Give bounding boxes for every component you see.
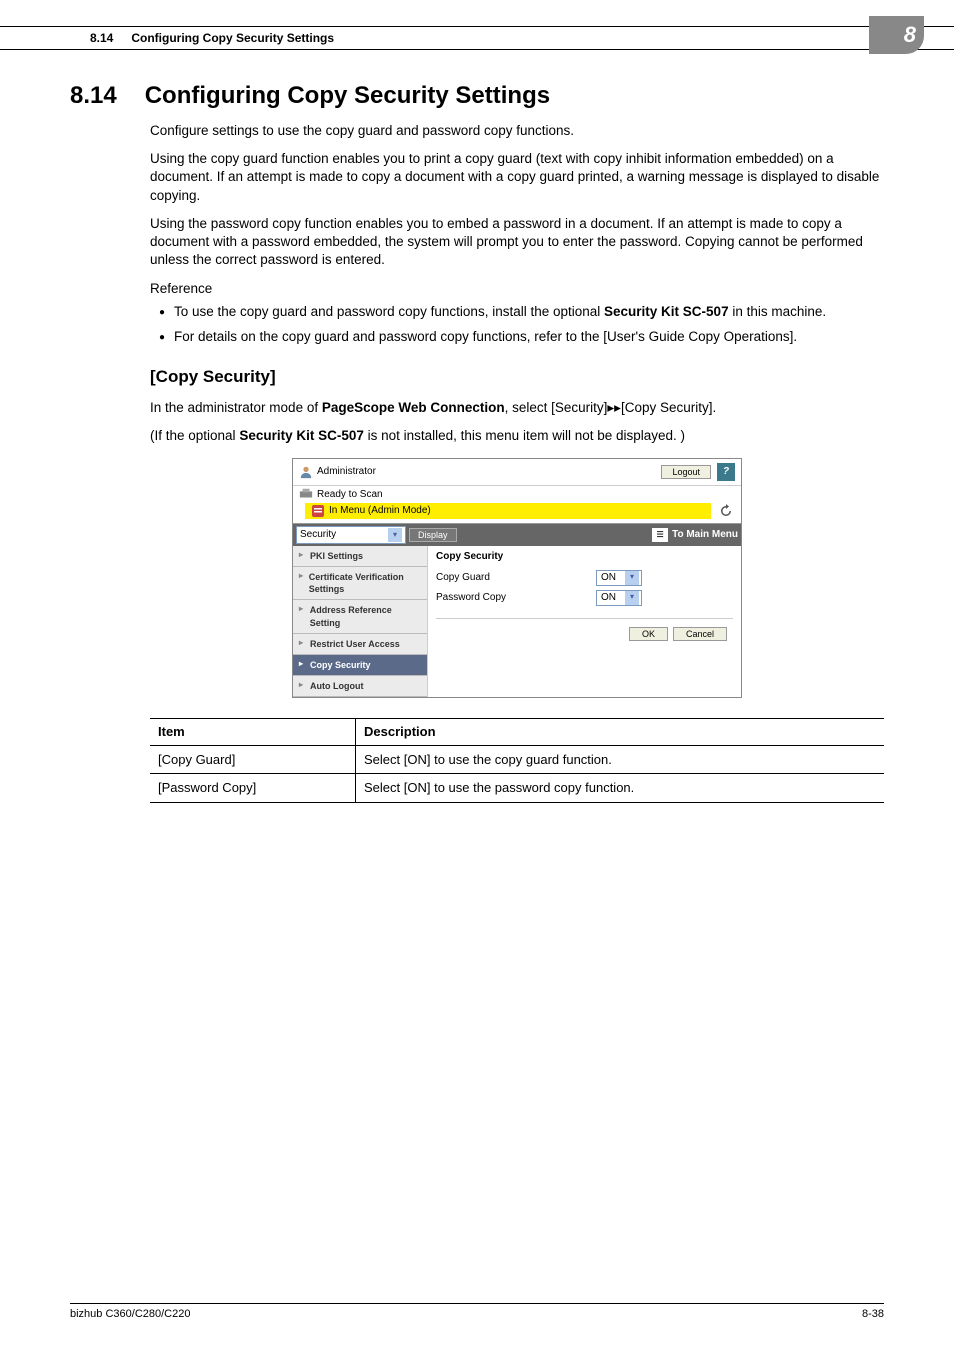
table-cell-item: [Copy Guard] <box>150 745 356 774</box>
subsection-title: [Copy Security] <box>150 366 884 389</box>
bullet-item-1: ● To use the copy guard and password cop… <box>150 303 884 321</box>
bullet-text: To use the copy guard and password copy … <box>174 303 884 321</box>
sidebar-item-cert[interactable]: ▸Certificate Verification Settings <box>293 567 427 600</box>
footer-model: bizhub C360/C280/C220 <box>70 1308 190 1320</box>
section-title: Configuring Copy Security Settings <box>145 82 550 110</box>
logout-button[interactable]: Logout <box>661 465 711 479</box>
subsection-line2: (If the optional Security Kit SC-507 is … <box>150 427 884 445</box>
setting-row-password-copy: Password Copy ON ▾ <box>436 588 733 608</box>
chevron-down-icon: ▾ <box>625 571 639 585</box>
bullet-text: For details on the copy guard and passwo… <box>174 328 884 346</box>
ss-sidebar: ▸PKI Settings ▸Certificate Verification … <box>293 546 428 697</box>
mainmenu-icon: ☰ <box>652 528 668 542</box>
ss-top-bar: Administrator Logout ? <box>293 459 741 486</box>
password-copy-paragraph: Using the password copy function enables… <box>150 215 884 270</box>
printer-icon <box>299 488 313 500</box>
sidebar-item-restrict[interactable]: ▸Restrict User Access <box>293 634 427 655</box>
bullet-item-2: ● For details on the copy guard and pass… <box>150 328 884 346</box>
ss-admin-area: Administrator <box>299 465 661 479</box>
sidebar-item-address[interactable]: ▸Address Reference Setting <box>293 600 427 633</box>
table-cell-item: [Password Copy] <box>150 774 356 803</box>
table-header-item: Item <box>150 719 356 746</box>
main-content: 8.14 Configuring Copy Security Settings … <box>70 82 884 803</box>
table-row: [Copy Guard] Select [ON] to use the copy… <box>150 745 884 774</box>
chevron-down-icon: ▾ <box>625 591 639 605</box>
reference-label: Reference <box>150 280 884 298</box>
help-icon[interactable]: ? <box>717 463 735 481</box>
table-header-desc: Description <box>356 719 884 746</box>
chapter-badge: 8 <box>869 16 924 54</box>
sidebar-item-autologout[interactable]: ▸Auto Logout <box>293 676 427 697</box>
display-button[interactable]: Display <box>409 528 457 542</box>
ss-status-row: Ready to Scan <box>293 486 741 503</box>
sidebar-item-copy-security[interactable]: ▸Copy Security <box>293 655 427 676</box>
ss-inmenu-row: In Menu (Admin Mode) <box>293 502 741 523</box>
table-row: [Password Copy] Select [ON] to use the p… <box>150 774 884 803</box>
ss-ready-text: Ready to Scan <box>317 488 383 502</box>
copy-guard-paragraph: Using the copy guard function enables yo… <box>150 150 884 205</box>
table-cell-desc: Select [ON] to use the copy guard functi… <box>356 745 884 774</box>
ss-inmenu-banner: In Menu (Admin Mode) <box>305 503 711 519</box>
to-main-menu-text: To Main Menu <box>672 528 738 542</box>
ss-body: ▸PKI Settings ▸Certificate Verification … <box>293 546 741 697</box>
dropdown-value: Security <box>300 528 336 542</box>
category-dropdown[interactable]: Security ▾ <box>296 526 406 544</box>
ss-button-bar: OK Cancel <box>436 618 733 649</box>
subsection-line1: In the administrator mode of PageScope W… <box>150 399 884 417</box>
admin-icon <box>299 465 313 479</box>
sidebar-item-pki[interactable]: ▸PKI Settings <box>293 546 427 567</box>
bullet-marker: ● <box>150 328 174 346</box>
password-copy-select[interactable]: ON ▾ <box>596 590 642 606</box>
bullet-marker: ● <box>150 303 174 321</box>
menu-icon <box>311 504 325 518</box>
refresh-icon[interactable] <box>717 502 735 520</box>
ss-navbar: Security ▾ Display ☰ To Main Menu <box>293 523 741 546</box>
chevron-down-icon: ▾ <box>388 528 402 542</box>
settings-description-table: Item Description [Copy Guard] Select [ON… <box>150 718 884 803</box>
ss-inmenu-text: In Menu (Admin Mode) <box>329 504 431 518</box>
body-text: Configure settings to use the copy guard… <box>150 122 884 803</box>
to-main-menu-link[interactable]: ☰ To Main Menu <box>652 528 738 542</box>
section-number: 8.14 <box>70 82 117 110</box>
table-cell-desc: Select [ON] to use the password copy fun… <box>356 774 884 803</box>
setting-row-copy-guard: Copy Guard ON ▾ <box>436 568 733 588</box>
ss-main-panel: Copy Security Copy Guard ON ▾ Password C… <box>428 546 741 697</box>
header-title: Configuring Copy Security Settings <box>131 31 334 45</box>
embedded-screenshot: Administrator Logout ? Ready to Scan In … <box>292 458 742 699</box>
footer-page: 8-38 <box>862 1308 884 1320</box>
cancel-button[interactable]: Cancel <box>673 627 727 641</box>
page-header: 8.14 Configuring Copy Security Settings <box>0 26 954 50</box>
section-heading: 8.14 Configuring Copy Security Settings <box>70 82 884 110</box>
ss-admin-label: Administrator <box>317 465 376 479</box>
setting-label: Password Copy <box>436 591 596 605</box>
setting-label: Copy Guard <box>436 571 596 585</box>
ok-button[interactable]: OK <box>629 627 668 641</box>
header-section-number: 8.14 <box>90 31 113 45</box>
panel-title: Copy Security <box>436 550 733 564</box>
intro-paragraph: Configure settings to use the copy guard… <box>150 122 884 140</box>
page-footer: bizhub C360/C280/C220 8-38 <box>70 1303 884 1320</box>
copy-guard-select[interactable]: ON ▾ <box>596 570 642 586</box>
